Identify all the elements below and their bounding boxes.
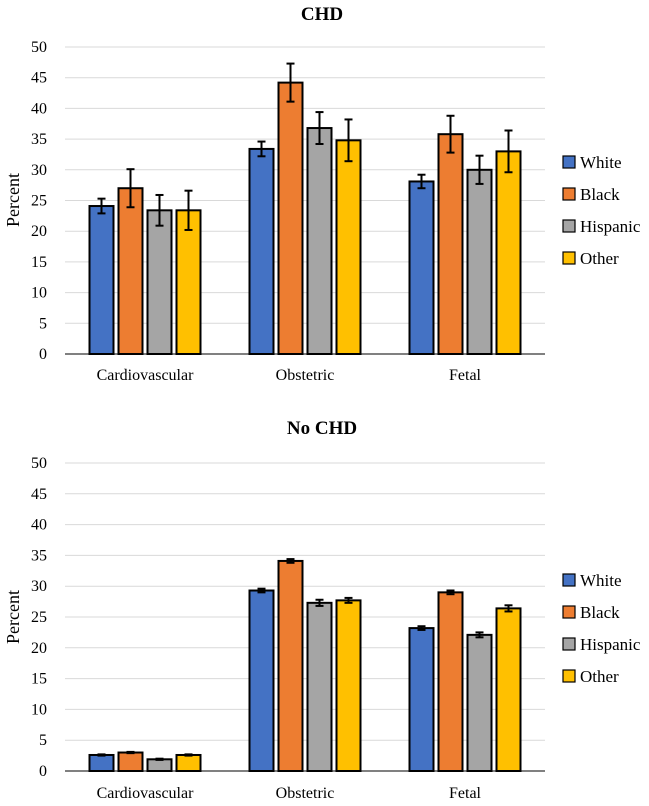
legend-label-white: White — [580, 571, 622, 590]
bar-hispanic-cardiovascular — [146, 209, 173, 355]
error-bar-other-cardiovascular — [184, 189, 193, 231]
bar-other-obstetric — [335, 139, 362, 355]
bar-hispanic-obstetric — [306, 601, 333, 772]
y-tick-label: 5 — [39, 732, 47, 749]
error-bar-white-cardiovascular — [97, 753, 106, 757]
y-axis-label: Percent — [3, 590, 23, 644]
error-bar-white-fetal — [417, 625, 426, 631]
category-label: Cardiovascular — [97, 367, 195, 384]
error-bar-black-obstetric — [286, 558, 295, 564]
bar-white-fetal — [408, 180, 435, 355]
y-tick-label: 0 — [39, 346, 47, 363]
chd-chart: CHD Percent 0 5 10 15 20 25 30 35 40 45 50 Cardiovasc… — [3, 4, 641, 384]
error-bar-other-obstetric — [344, 118, 353, 163]
error-bar-black-cardiovascular — [126, 168, 135, 209]
y-tick-label: 50 — [31, 455, 47, 472]
bar-black-fetal — [437, 133, 464, 355]
legend-swatch-white — [562, 155, 576, 169]
y-tick-label: 0 — [39, 763, 47, 780]
y-tick-label: 50 — [31, 39, 47, 56]
error-bar-hispanic-fetal — [475, 631, 484, 639]
y-tick-label: 20 — [31, 223, 47, 240]
y-tick-label: 40 — [31, 100, 47, 117]
error-bar-other-fetal — [504, 604, 513, 613]
y-axis-label: Percent — [3, 173, 23, 227]
no-chd-chart: No CHD Percent 0 5 10 15 20 25 30 35 40 45 50 Cardiov… — [3, 418, 641, 802]
legend-label-other: Other — [580, 667, 619, 686]
y-tick-label: 25 — [31, 193, 47, 210]
y-tick-label: 45 — [31, 70, 47, 87]
bar-black-fetal — [437, 591, 464, 772]
error-bar-white-obstetric — [257, 140, 266, 158]
error-bar-other-cardiovascular — [184, 753, 193, 757]
error-bar-hispanic-fetal — [475, 154, 484, 185]
bar-white-obstetric — [248, 589, 275, 772]
bar-black-cardiovascular — [117, 187, 144, 355]
category-label: Obstetric — [276, 785, 335, 802]
legend-swatch-white — [562, 573, 576, 587]
y-tick-label: 45 — [31, 486, 47, 503]
error-bar-white-cardiovascular — [97, 197, 106, 215]
legend-label-hispanic: Hispanic — [580, 635, 641, 654]
y-tick-label: 5 — [39, 315, 47, 332]
error-bar-white-obstetric — [257, 587, 266, 594]
error-bar-black-cardiovascular — [126, 750, 135, 755]
y-tick-label: 40 — [31, 517, 47, 534]
error-bar-other-obstetric — [344, 596, 353, 604]
bar-other-obstetric — [335, 599, 362, 772]
error-bar-hispanic-obstetric — [315, 598, 324, 607]
y-tick-label: 20 — [31, 640, 47, 657]
legend-label-hispanic: Hispanic — [580, 217, 641, 236]
bar-white-cardiovascular — [88, 205, 115, 355]
legend-swatch-other — [562, 251, 576, 265]
error-bar-hispanic-cardiovascular — [155, 757, 164, 761]
bar-white-obstetric — [248, 147, 275, 355]
bar-other-cardiovascular — [175, 209, 202, 355]
y-tick-label: 15 — [31, 254, 47, 271]
y-tick-label: 35 — [31, 547, 47, 564]
bar-other-fetal — [495, 150, 522, 355]
bar-white-cardiovascular — [88, 753, 115, 773]
legend-label-other: Other — [580, 249, 619, 268]
bar-hispanic-obstetric — [306, 127, 333, 355]
error-bar-hispanic-cardiovascular — [155, 193, 164, 227]
category-label: Fetal — [449, 367, 482, 384]
y-tick-label: 15 — [31, 671, 47, 688]
bar-white-fetal — [408, 627, 435, 772]
y-tick-label: 10 — [31, 701, 47, 718]
y-tick-label: 30 — [31, 162, 47, 179]
bar-hispanic-cardiovascular — [146, 758, 173, 772]
bar-other-cardiovascular — [175, 753, 202, 773]
bar-hispanic-fetal — [466, 168, 493, 355]
bar-other-fetal — [495, 607, 522, 772]
category-label: Obstetric — [276, 367, 335, 384]
legend-label-black: Black — [580, 185, 620, 204]
legend-label-black: Black — [580, 603, 620, 622]
legend-swatch-black — [562, 187, 576, 201]
bar-black-obstetric — [277, 81, 304, 355]
y-tick-label: 35 — [31, 131, 47, 148]
category-label: Fetal — [449, 785, 482, 802]
bar-hispanic-fetal — [466, 633, 493, 772]
y-tick-label: 10 — [31, 285, 47, 302]
error-bar-hispanic-obstetric — [315, 111, 324, 146]
legend-swatch-other — [562, 669, 576, 683]
legend-swatch-hispanic — [562, 219, 576, 233]
bar-black-obstetric — [277, 559, 304, 772]
legend-label-white: White — [580, 153, 622, 172]
legend-swatch-hispanic — [562, 637, 576, 651]
y-tick-label: 25 — [31, 609, 47, 626]
chart-title: No CHD — [287, 418, 357, 439]
error-bar-white-fetal — [417, 173, 426, 190]
legend-swatch-black — [562, 605, 576, 619]
error-bar-other-fetal — [504, 129, 513, 174]
category-label: Cardiovascular — [97, 785, 195, 802]
error-bar-black-fetal — [446, 589, 455, 596]
bar-black-cardiovascular — [117, 751, 144, 772]
error-bar-black-obstetric — [286, 62, 295, 103]
chart-title: CHD — [301, 4, 343, 25]
error-bar-black-fetal — [446, 114, 455, 154]
y-tick-label: 30 — [31, 578, 47, 595]
